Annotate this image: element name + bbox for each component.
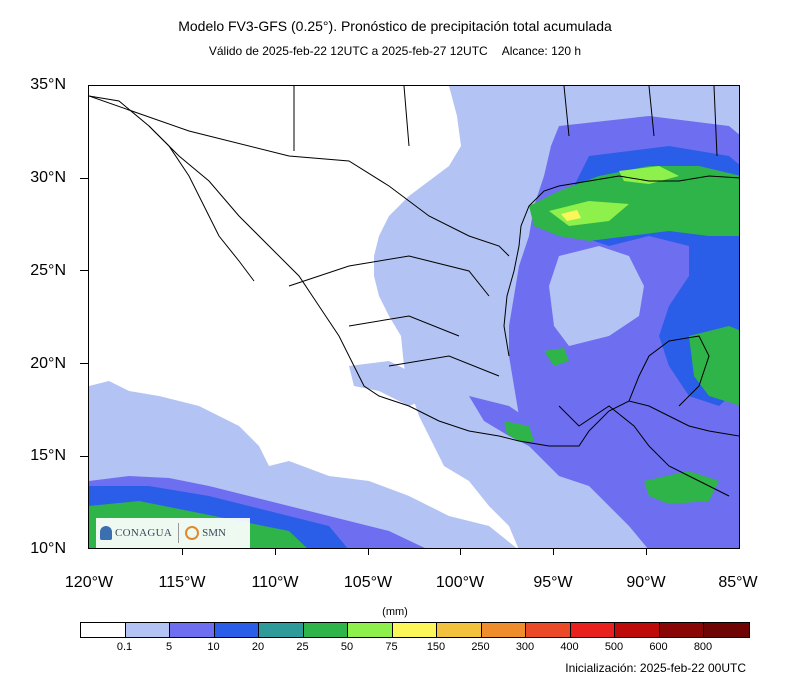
colorbar-label: 75 — [385, 641, 398, 653]
colorbar-swatch — [615, 623, 660, 637]
lon-tick — [368, 549, 369, 555]
precip-area-green — [689, 326, 739, 406]
lat-tick — [80, 363, 88, 364]
border — [288, 255, 500, 377]
lat-tick — [80, 178, 88, 179]
border — [558, 405, 730, 497]
colorbar-swatch — [437, 623, 482, 637]
colorbar-swatch — [214, 623, 259, 637]
map-subtitle: Válido de 2025-feb-22 12UTC a 2025-feb-2… — [0, 44, 790, 58]
coastline-and-borders — [89, 86, 739, 497]
precip-area-lightgreen — [619, 166, 679, 184]
smn-logo-text: SMN — [202, 527, 226, 539]
lon-label: 120°W — [64, 574, 114, 591]
lat-label: 10°N — [30, 540, 66, 557]
lat-label: 35°N — [30, 76, 66, 93]
conagua-drop-icon — [100, 526, 112, 540]
border — [89, 95, 510, 257]
colorbar-swatch — [704, 623, 749, 637]
border — [293, 86, 718, 157]
precip-area-yellow — [561, 210, 581, 221]
colorbar-swatch — [170, 623, 215, 637]
forecast-range: Alcance: 120 h — [501, 44, 582, 58]
lon-tick — [182, 549, 183, 555]
colorbar-label: 20 — [251, 641, 265, 653]
lon-label: 105°W — [343, 574, 393, 591]
smn-swirl-icon — [185, 526, 200, 540]
coastline — [89, 95, 739, 447]
colorbar-label: 250 — [471, 641, 490, 653]
precip-area-green — [544, 348, 569, 366]
lon-label: 115°W — [158, 574, 206, 591]
colorbar-label: 50 — [340, 641, 354, 653]
precip-area-light — [457, 86, 559, 111]
colorbar-label: 500 — [604, 641, 624, 653]
lat-label: 15°N — [30, 447, 66, 464]
precip-area-light — [349, 361, 434, 406]
precip-area-green — [644, 471, 719, 504]
colorbar-label: 300 — [515, 641, 535, 653]
colorbar-label: 0.1 — [116, 641, 133, 653]
lat-tick — [80, 456, 88, 457]
coastline — [503, 175, 739, 357]
lat-label: 30°N — [30, 169, 66, 186]
coastline — [628, 335, 710, 407]
colorbar-swatch — [392, 623, 437, 637]
conagua-logo: CONAGUA — [96, 526, 172, 540]
colorbar-label: 25 — [296, 641, 309, 653]
colorbar-units: (mm) — [382, 606, 408, 618]
colorbar-label: 5 — [165, 641, 173, 653]
colorbar-label: 10 — [207, 641, 220, 653]
agency-logos: CONAGUA SMN — [96, 518, 250, 548]
lon-label: 85°W — [718, 574, 758, 591]
colorbar-swatch — [81, 623, 126, 637]
lon-tick — [275, 549, 276, 555]
lon-tick — [646, 549, 647, 555]
conagua-logo-text: CONAGUA — [115, 527, 173, 539]
colorbar — [80, 622, 750, 638]
lon-tick — [460, 549, 461, 555]
lon-label: 90°W — [626, 574, 666, 591]
colorbar-label: 400 — [560, 641, 579, 653]
colorbar-swatch — [481, 623, 526, 637]
lat-label: 20°N — [30, 355, 66, 372]
lon-label: 110°W — [251, 574, 299, 591]
smn-logo: SMN — [185, 526, 226, 540]
lat-tick — [80, 270, 88, 271]
colorbar-swatch — [659, 623, 704, 637]
colorbar-label: 800 — [693, 641, 713, 653]
colorbar-label: 600 — [649, 641, 668, 653]
precipitation-map — [89, 86, 739, 548]
lat-label: 25°N — [30, 262, 66, 279]
lon-tick — [553, 549, 554, 555]
colorbar-swatch — [259, 623, 304, 637]
valid-period: Válido de 2025-feb-22 12UTC a 2025-feb-2… — [208, 44, 488, 58]
lon-label: 95°W — [533, 574, 573, 591]
colorbar-swatch — [125, 623, 170, 637]
map-title: Modelo FV3-GFS (0.25°). Pronóstico de pr… — [178, 18, 612, 34]
precip-area-green — [504, 421, 534, 441]
map-panel — [88, 85, 740, 549]
colorbar-swatch — [348, 623, 393, 637]
colorbar-swatch — [526, 623, 571, 637]
lon-label: 100°W — [435, 574, 485, 591]
colorbar-swatch — [303, 623, 348, 637]
initialization-time: Inicialización: 2025-feb-22 00UTC — [565, 661, 746, 675]
colorbar-label: 150 — [426, 641, 446, 653]
logo-divider — [178, 523, 180, 543]
colorbar-swatch — [570, 623, 615, 637]
coastline — [148, 125, 255, 282]
